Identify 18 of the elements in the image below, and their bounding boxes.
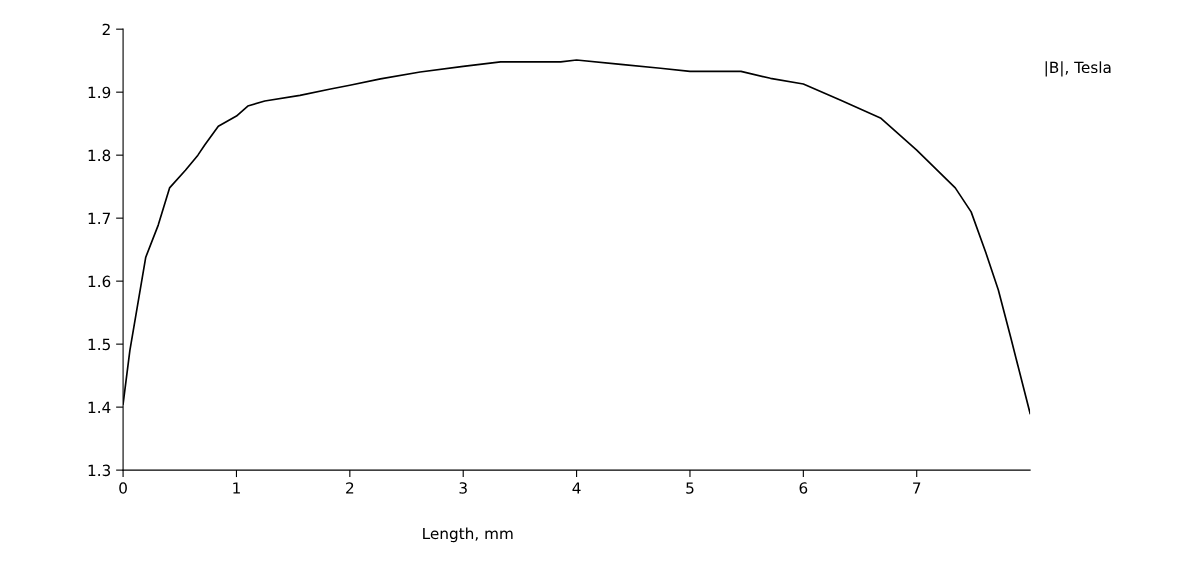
y-tick-label: 1.6 [88, 275, 111, 288]
x-tick-label: 7 [913, 482, 921, 494]
y-tick-label: 1.8 [88, 149, 111, 162]
y-tick-label: 1.3 [88, 464, 111, 477]
y-tick-label: 2 [102, 23, 110, 35]
y-tick-label: 1.4 [88, 401, 111, 413]
y-axis-title: |B|, Tesla [1045, 61, 1111, 77]
x-axis-title: Length, mm [423, 527, 513, 543]
x-tick-label: 3 [459, 482, 467, 494]
x-tick-label: 1 [233, 482, 240, 494]
x-tick-label: 5 [686, 482, 694, 494]
y-tick-label: 1.7 [88, 212, 110, 224]
y-tick-label: 1.5 [88, 338, 110, 351]
x-tick-label: 6 [799, 482, 808, 494]
x-tick-label: 2 [346, 482, 354, 494]
x-tick-label: 0 [119, 482, 127, 494]
x-tick-label: 4 [572, 482, 581, 494]
y-tick-label: 1.9 [88, 86, 111, 99]
